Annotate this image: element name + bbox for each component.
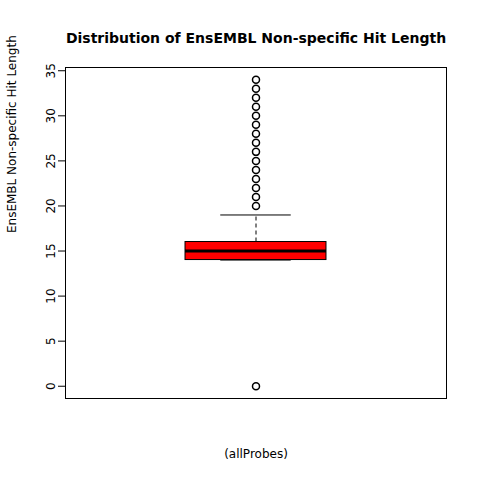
svg-text:0: 0 xyxy=(44,382,58,390)
svg-text:10: 10 xyxy=(44,288,58,303)
svg-text:5: 5 xyxy=(44,337,58,345)
svg-text:30: 30 xyxy=(44,108,58,123)
svg-text:25: 25 xyxy=(44,153,58,168)
svg-text:20: 20 xyxy=(44,198,58,213)
svg-text:EnsEMBL Non-specific Hit Lengt: EnsEMBL Non-specific Hit Length xyxy=(5,35,19,233)
svg-text:Distribution of EnsEMBL Non-sp: Distribution of EnsEMBL Non-specific Hit… xyxy=(66,30,446,46)
svg-text:15: 15 xyxy=(44,243,58,258)
svg-text:35: 35 xyxy=(44,63,58,78)
svg-text:(allProbes): (allProbes) xyxy=(224,447,288,461)
